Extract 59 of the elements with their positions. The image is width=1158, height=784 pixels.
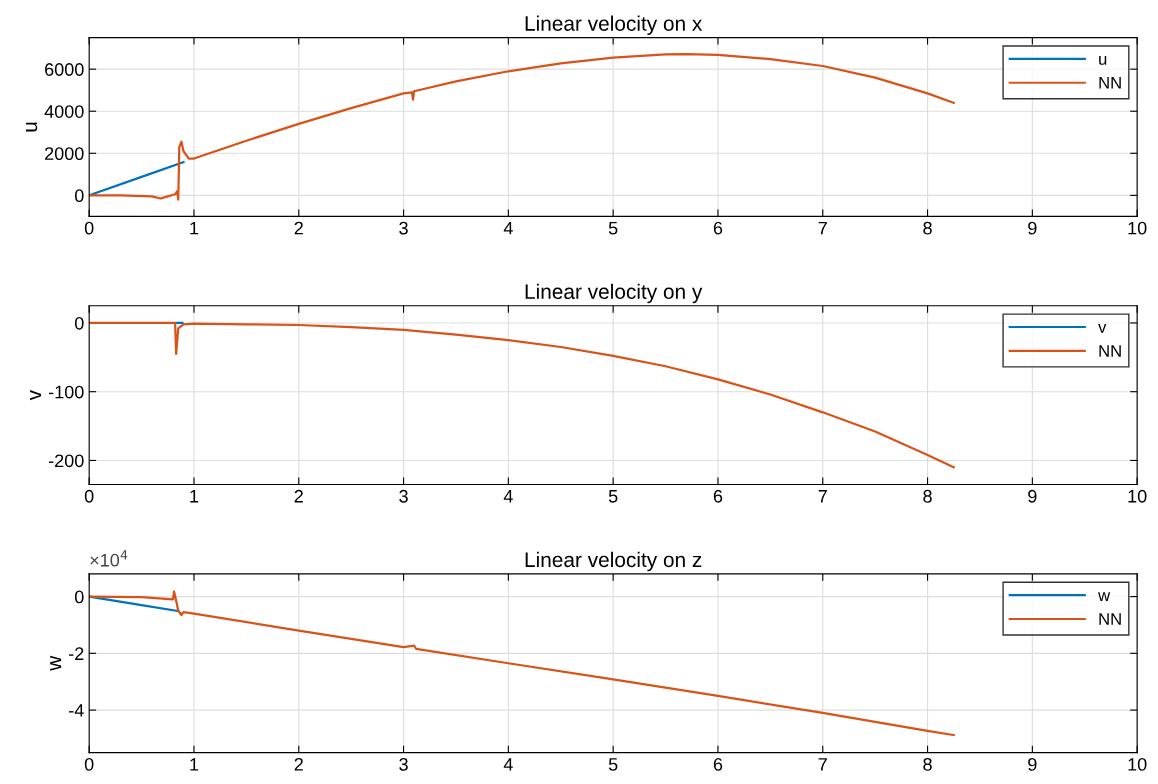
legend-label: v bbox=[1098, 324, 1107, 333]
x-tick-label: 8 bbox=[923, 489, 932, 503]
line-series bbox=[89, 52, 955, 201]
x-tick-label: 9 bbox=[1028, 757, 1037, 771]
y-tick-label: 2000 bbox=[45, 147, 84, 161]
x-tick-label: 10 bbox=[1128, 757, 1147, 771]
x-tick-label: 0 bbox=[84, 221, 94, 235]
x-tick-label: 5 bbox=[608, 758, 618, 771]
x-tick-label: 7 bbox=[818, 490, 827, 503]
chart-title: Linear velocity on z bbox=[525, 551, 702, 572]
legend-label: NN bbox=[1099, 77, 1121, 89]
y-tick-label: -2 bbox=[69, 647, 84, 660]
x-tick-label: 9 bbox=[1028, 221, 1037, 235]
x-tick-label: 8 bbox=[923, 757, 932, 771]
x-tick-label: 7 bbox=[818, 758, 827, 771]
y-tick-label: 0 bbox=[74, 590, 84, 604]
legend-label: u bbox=[1099, 55, 1107, 65]
line-series bbox=[89, 321, 955, 469]
y-tick-label: 4000 bbox=[44, 105, 84, 118]
x-tick-label: 6 bbox=[713, 489, 723, 503]
x-tick-label: 0 bbox=[84, 757, 94, 771]
x-tick-label: 10 bbox=[1128, 489, 1147, 503]
y-tick-label: -100 bbox=[48, 385, 84, 399]
x-tick-label: 3 bbox=[399, 221, 408, 235]
x-tick-label: 2 bbox=[294, 221, 303, 235]
y-tick-label: -4 bbox=[69, 704, 84, 717]
x-tick-label: 1 bbox=[190, 490, 199, 503]
y-tick-label: 0 bbox=[74, 316, 84, 330]
x-tick-label: 3 bbox=[399, 757, 408, 771]
x-tick-label: 2 bbox=[294, 489, 303, 503]
x-tick-label: 1 bbox=[190, 221, 199, 235]
x-tick-label: 1 bbox=[190, 758, 199, 771]
legend-label: NN bbox=[1099, 345, 1121, 357]
x-tick-label: 0 bbox=[84, 489, 94, 503]
chart-title: Linear velocity on x bbox=[525, 15, 703, 36]
line-series bbox=[89, 590, 955, 737]
x-tick-label: 5 bbox=[608, 221, 618, 235]
y-tick-label: 6000 bbox=[45, 63, 84, 76]
y-axis-title: v bbox=[30, 390, 42, 401]
y-axis-title: u bbox=[26, 122, 38, 132]
x-tick-label: 7 bbox=[818, 221, 827, 235]
x-tick-label: 6 bbox=[713, 757, 723, 771]
x-tick-label: 4 bbox=[503, 758, 513, 771]
x-tick-label: 5 bbox=[608, 490, 618, 503]
x-tick-label: 4 bbox=[503, 490, 513, 503]
y-tick-label: 0 bbox=[74, 189, 84, 203]
x-tick-label: 3 bbox=[399, 489, 408, 503]
legend-label: w bbox=[1098, 592, 1111, 601]
x-tick-label: 9 bbox=[1028, 489, 1037, 503]
legend-label: NN bbox=[1099, 613, 1121, 625]
x-tick-label: 2 bbox=[294, 757, 303, 771]
x-tick-label: 10 bbox=[1128, 221, 1147, 235]
y-tick-label: -200 bbox=[48, 454, 84, 468]
y-axis-title: w bbox=[50, 655, 62, 671]
text: ×10$^{4}$ bbox=[90, 550, 128, 567]
x-tick-label: 8 bbox=[923, 221, 932, 235]
x-tick-label: 4 bbox=[503, 221, 513, 235]
x-tick-label: 6 bbox=[713, 221, 723, 235]
chart-title: Linear velocity on y bbox=[525, 283, 703, 304]
